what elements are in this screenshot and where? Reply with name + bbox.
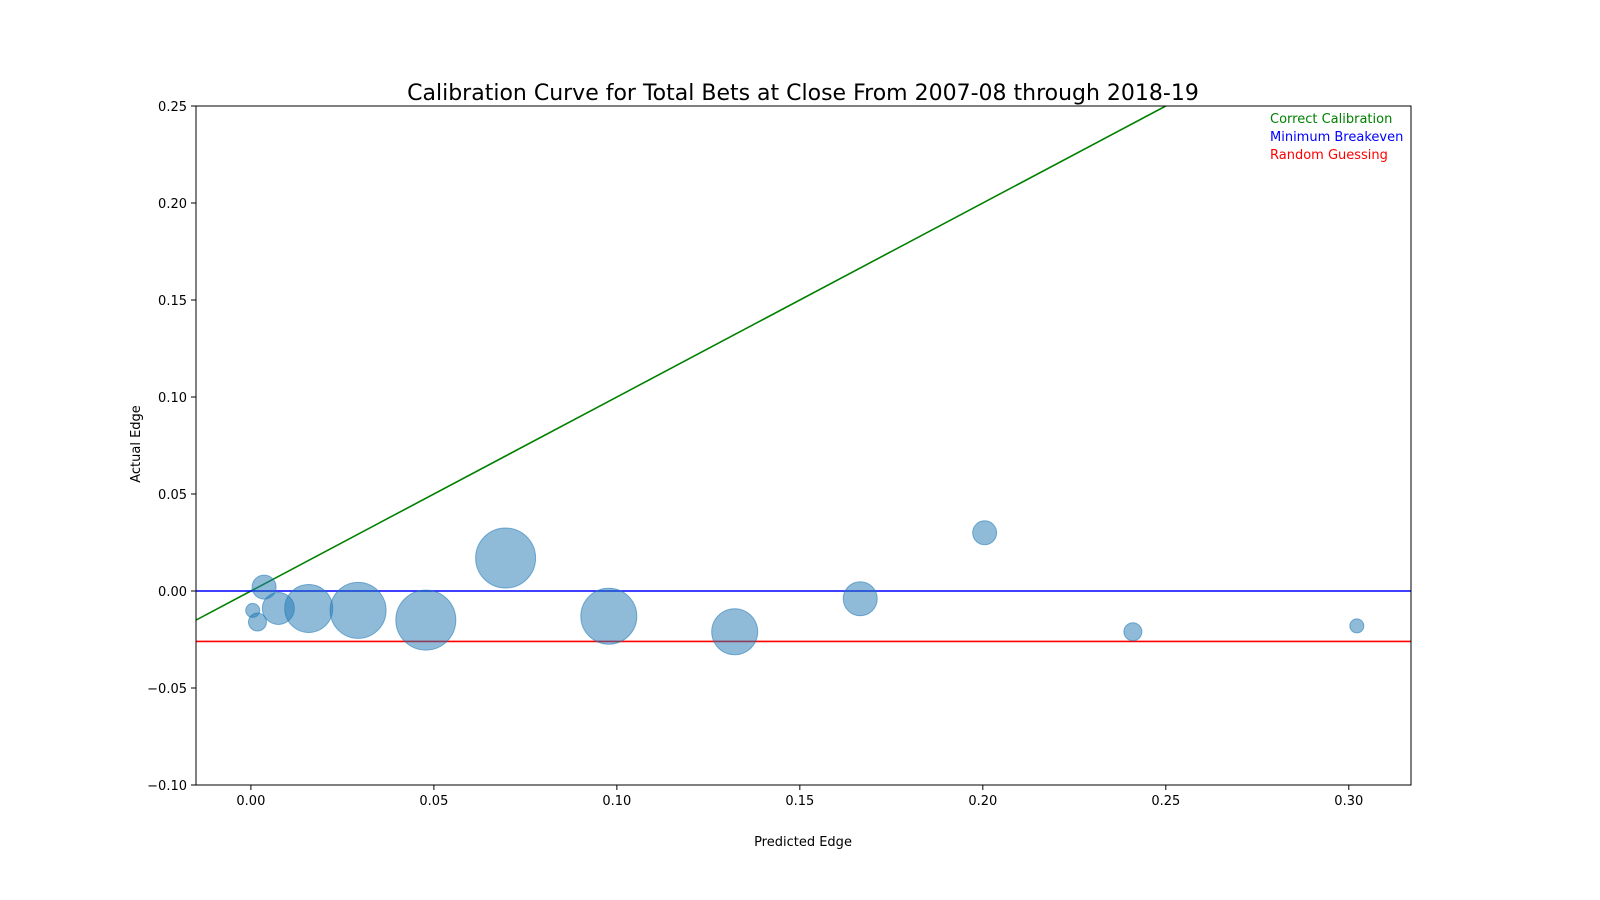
data-point-9 xyxy=(711,608,759,656)
reference-line-correct-calibration xyxy=(196,106,1168,621)
legend-item-minimum-breakeven: Minimum Breakeven xyxy=(1270,130,1403,145)
legend: Correct Calibration Minimum Breakeven Rand… xyxy=(1270,112,1403,163)
x-tick-label: 0.10 xyxy=(602,794,631,809)
chart-title: Calibration Curve for Total Bets at Clos… xyxy=(407,81,1199,106)
x-axis-label: Predicted Edge xyxy=(754,835,852,850)
y-tick-label: 0.15 xyxy=(158,294,187,309)
data-point-2 xyxy=(251,574,277,600)
x-tick-label: 0.25 xyxy=(1151,794,1180,809)
data-point-8 xyxy=(580,587,638,645)
y-tick-label: 0.20 xyxy=(158,197,187,212)
x-tick-label: 0.05 xyxy=(419,794,448,809)
x-tick-label: 0.20 xyxy=(968,794,997,809)
data-point-11 xyxy=(972,520,998,546)
x-tick-label: 0.30 xyxy=(1334,794,1363,809)
data-point-5 xyxy=(329,581,387,639)
y-tick-label: 0.00 xyxy=(158,585,187,600)
data-point-12 xyxy=(1123,622,1143,642)
legend-item-random-guessing: Random Guessing xyxy=(1270,148,1388,163)
data-point-7 xyxy=(475,527,537,589)
data-point-4 xyxy=(284,583,334,633)
y-axis: −0.10 −0.05 0.00 0.05 0.10 0.15 0.20 0.25 xyxy=(147,100,196,794)
y-tick-label: −0.10 xyxy=(147,779,187,794)
data-point-6 xyxy=(395,589,457,651)
y-tick-label: 0.25 xyxy=(158,100,187,115)
x-axis: 0.00 0.05 0.10 0.15 0.20 0.25 0.30 xyxy=(236,785,1363,809)
data-point-1 xyxy=(247,612,267,632)
data-point-10 xyxy=(842,581,878,617)
y-tick-label: −0.05 xyxy=(147,682,187,697)
legend-item-correct-calibration: Correct Calibration xyxy=(1270,112,1392,127)
plot-frame xyxy=(195,105,1412,786)
x-tick-label: 0.15 xyxy=(785,794,814,809)
plot-area xyxy=(196,106,1411,656)
y-tick-label: 0.10 xyxy=(158,391,187,406)
y-tick-label: 0.05 xyxy=(158,488,187,503)
x-tick-label: 0.00 xyxy=(236,794,265,809)
data-point-13 xyxy=(1349,618,1365,634)
y-axis-label: Actual Edge xyxy=(129,405,144,483)
